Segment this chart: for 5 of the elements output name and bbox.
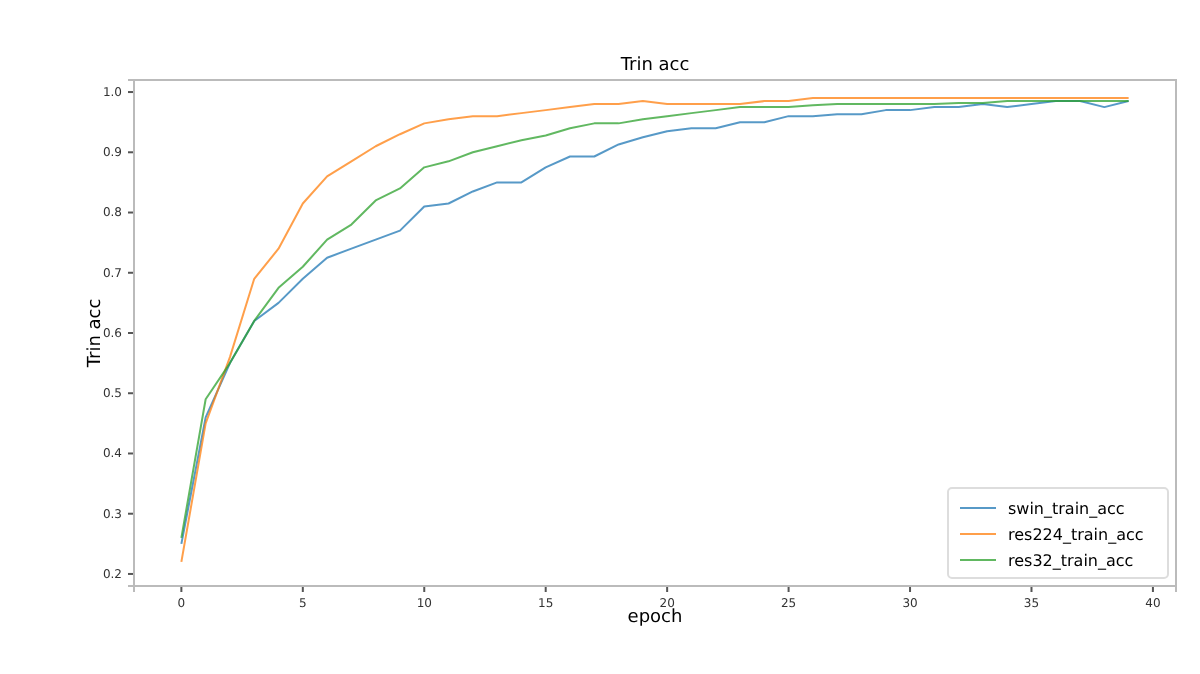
legend-label: res32_train_acc xyxy=(1008,552,1134,570)
legend-label: swin_train_acc xyxy=(1008,500,1125,518)
x-axis-title: epoch xyxy=(627,608,683,628)
chart-title: Trin acc xyxy=(618,56,690,76)
legend-label: res224_train_acc xyxy=(1008,526,1144,544)
